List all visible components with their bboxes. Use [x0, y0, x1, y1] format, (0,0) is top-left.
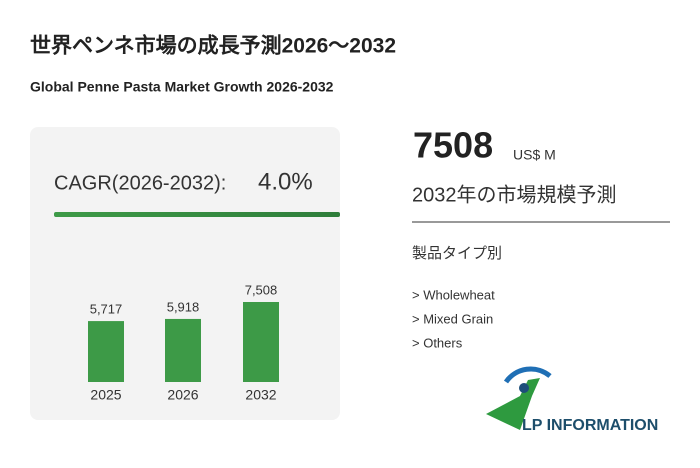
bar [243, 302, 279, 382]
segment-item: > Mixed Grain [412, 311, 493, 326]
highlight-caption: 2032年の市場規模予測 [412, 183, 617, 206]
divider [54, 212, 340, 217]
bar [165, 318, 201, 382]
segment-item: > Wholewheat [412, 287, 495, 302]
segments-heading: 製品タイプ別 [412, 245, 502, 262]
value-label: 7,508 [245, 282, 278, 297]
x-tick-label: 2032 [245, 387, 276, 403]
highlight-value: 7508 [413, 125, 493, 166]
logo: LP INFORMATION [486, 366, 658, 434]
value-label: 5,918 [167, 299, 200, 314]
x-tick-label: 2026 [167, 387, 198, 403]
highlight-unit: US$ M [513, 147, 556, 163]
bar-chart: 5,717 2025 5,918 2026 7,508 2032 [88, 282, 279, 403]
bar [88, 321, 124, 382]
title: 世界ペンネ市場の成長予測2026～2032 [30, 34, 396, 58]
x-tick-label: 2025 [90, 387, 121, 403]
cagr-value: 4.0% [258, 168, 313, 195]
subtitle: Global Penne Pasta Market Growth 2026-20… [30, 79, 334, 95]
segment-item: > Others [412, 335, 463, 350]
segment-list: > Wholewheat > Mixed Grain > Others [412, 287, 495, 350]
value-label: 5,717 [90, 302, 123, 317]
cagr-label: CAGR(2026-2032): [54, 172, 226, 194]
logo-text: LP INFORMATION [522, 417, 658, 434]
